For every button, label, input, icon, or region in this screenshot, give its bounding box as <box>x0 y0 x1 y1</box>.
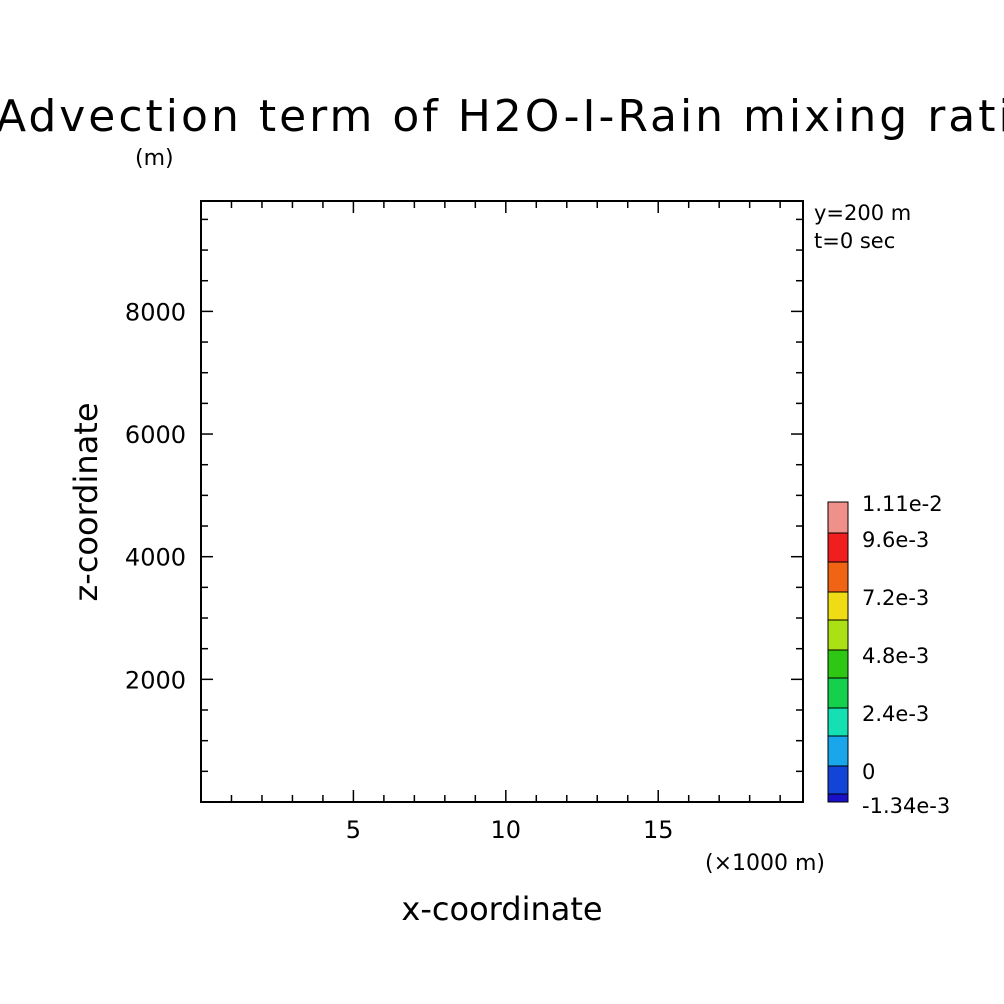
plot-frame <box>200 200 804 803</box>
x-tick-label: 10 <box>491 816 522 844</box>
colorbar-segment <box>827 765 849 795</box>
colorbar-label: -1.34e-3 <box>862 794 950 818</box>
colorbar-segment <box>827 591 849 621</box>
annotations: y=200 m t=0 sec <box>814 201 911 253</box>
colorbar-segment <box>827 677 849 709</box>
colorbar-segment <box>827 619 849 651</box>
tick-labels: 5 10 15 2000 4000 6000 8000 <box>125 298 674 844</box>
colorbar-segment <box>827 561 849 593</box>
annotation-text: y=200 m <box>814 201 911 225</box>
colorbar-segment <box>827 707 849 737</box>
colorbar-segment <box>827 532 849 563</box>
x-tick-label: 5 <box>346 816 361 844</box>
colorbar-label: 2.4e-3 <box>862 702 929 726</box>
colorbar-label: 7.2e-3 <box>862 586 929 610</box>
colorbar-label: 4.8e-3 <box>862 644 929 668</box>
colorbar-segment <box>827 793 849 803</box>
colorbar: -1.34e-3 0 2.4e-3 4.8e-3 7.2e-3 9.6e-3 1.11e-2 <box>827 492 950 818</box>
colorbar-label: 1.11e-2 <box>862 492 943 516</box>
y-tick-label: 6000 <box>125 421 186 449</box>
y-tick-label: 8000 <box>125 298 186 326</box>
chart-unit: (m) <box>135 146 174 171</box>
colorbar-segment <box>827 501 849 534</box>
chart-title: Advection term of H2O-I-Rain mixing rati… <box>0 91 1004 142</box>
y-tick-label: 2000 <box>125 666 186 694</box>
y-tick-label: 4000 <box>125 544 186 572</box>
x-axis-label: x-coordinate <box>401 890 602 928</box>
colorbar-label: 0 <box>862 760 875 784</box>
annotation-text: t=0 sec <box>814 229 895 253</box>
colorbar-segment <box>827 735 849 767</box>
y-axis-label: z-coordinate <box>67 402 105 601</box>
x-tick-label: 15 <box>643 816 674 844</box>
colorbar-segment <box>827 649 849 679</box>
x-axis-unit: (×1000 m) <box>705 851 825 876</box>
colorbar-label: 9.6e-3 <box>862 528 929 552</box>
axis-ticks <box>201 201 803 802</box>
